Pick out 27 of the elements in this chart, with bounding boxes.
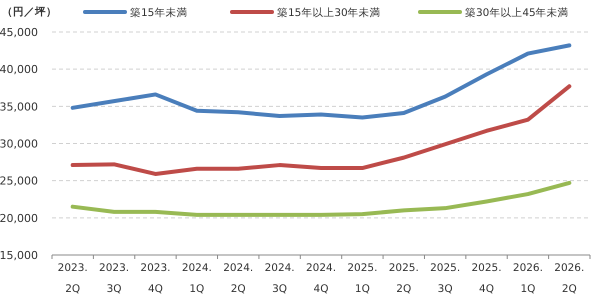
x-tick-label: 2024. 4Q bbox=[306, 262, 336, 295]
x-tick-label: 2024. 2Q bbox=[223, 262, 254, 295]
legend-label: 築15年未満 bbox=[130, 6, 188, 19]
x-tick-label: 2025. 1Q bbox=[347, 262, 378, 295]
line-series bbox=[70, 84, 572, 176]
x-tick-label: 2023. 3Q bbox=[99, 262, 130, 295]
y-tick-label: 30,000 bbox=[0, 138, 38, 150]
x-tick-label: 2025. 2Q bbox=[388, 262, 419, 295]
line-series bbox=[70, 43, 572, 120]
line-series bbox=[70, 180, 572, 217]
x-tick-label: 2025. 3Q bbox=[430, 262, 460, 295]
x-tick-label: 2024. 1Q bbox=[182, 262, 212, 295]
x-tick-label: 2026. 2Q bbox=[554, 262, 584, 295]
x-tick-label: 2026. 1Q bbox=[512, 262, 543, 295]
legend-label: 築15年以上30年未満 bbox=[277, 6, 381, 19]
x-tick-label: 2025. 4Q bbox=[472, 262, 502, 295]
y-tick-label: 25,000 bbox=[0, 174, 38, 188]
x-tick-label: 2023. 2Q bbox=[58, 262, 88, 295]
y-tick-label: 45,000 bbox=[0, 26, 38, 39]
y-tick-label: 20,000 bbox=[0, 212, 38, 225]
x-tick-label: 2024. 3Q bbox=[264, 262, 295, 295]
y-tick-label: 40,000 bbox=[0, 63, 38, 76]
y-tick-label: 35,000 bbox=[0, 100, 38, 114]
y-tick-label: 15,000 bbox=[0, 249, 38, 262]
x-tick-label: 2023. 4Q bbox=[140, 262, 170, 295]
y-axis-title: （円／坪） bbox=[2, 5, 57, 18]
legend-label: 築30年以上45年未満 bbox=[465, 6, 569, 19]
